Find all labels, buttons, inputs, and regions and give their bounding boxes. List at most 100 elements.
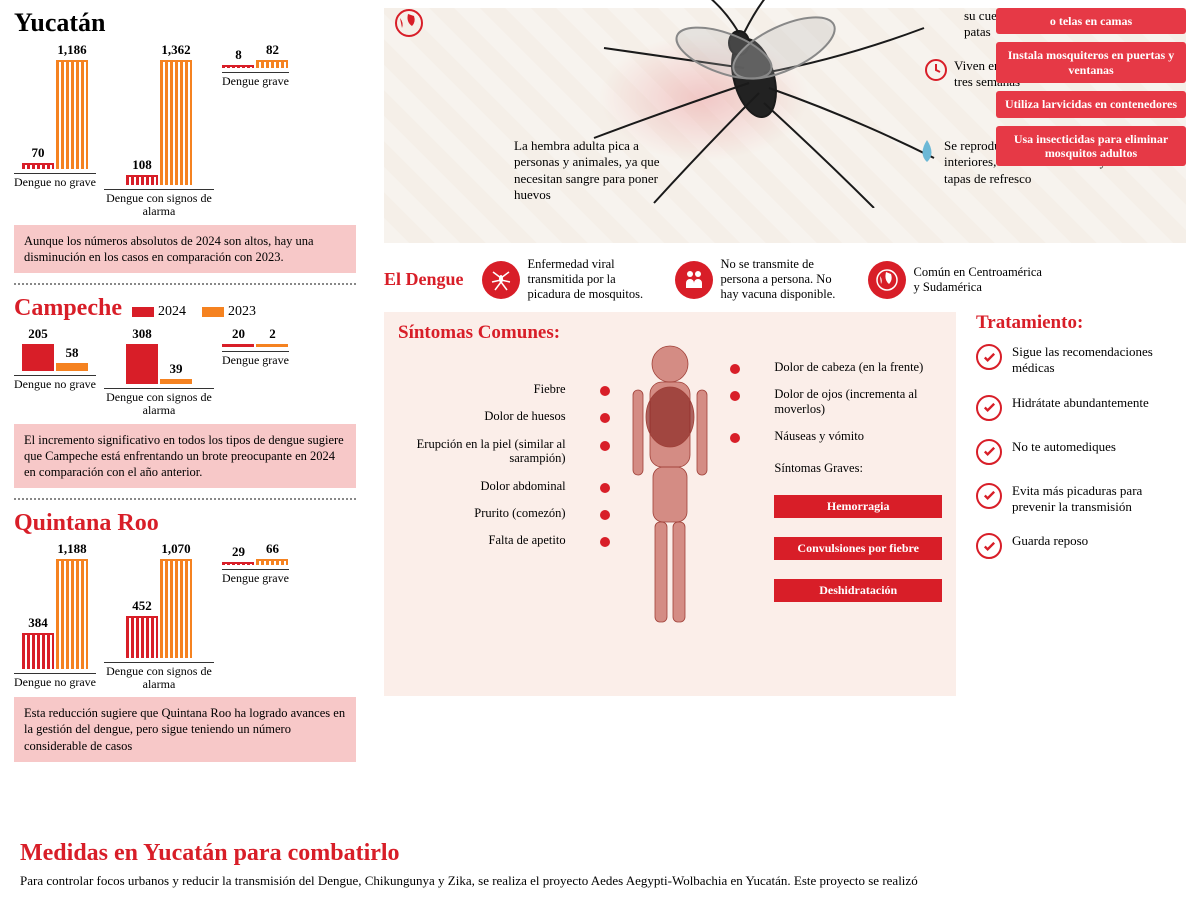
treatment-title: Tratamiento:	[976, 312, 1186, 334]
treatment-panel: Tratamiento: Sigue las recomendaciones m…	[976, 312, 1186, 696]
charts-row: 701,186Dengue no grave1081,362Dengue con…	[14, 42, 356, 219]
strip-text: Enfermedad viral transmitida por la pica…	[528, 257, 657, 302]
bar: 452	[126, 598, 158, 658]
check-icon	[976, 533, 1002, 559]
symptom-item: Dolor abdominal	[398, 479, 566, 493]
mosquito-zone: su cuerpo y en sus patasViven en promedi…	[384, 8, 1186, 243]
bottom-text: Para controlar focos urbanos y reducir l…	[20, 873, 1180, 890]
chart-label: Dengue no grave	[14, 173, 96, 189]
bar-value: 1,362	[161, 42, 190, 58]
note-box: Aunque los números absolutos de 2024 son…	[14, 225, 356, 274]
region-title: Campeche	[14, 295, 122, 322]
region-title: Quintana Roo	[14, 510, 159, 537]
symptom-dot	[730, 391, 740, 401]
bar: 1,188	[56, 541, 88, 668]
chart-label: Dengue con signos de alarma	[104, 662, 214, 691]
legend: 20242023	[132, 304, 256, 320]
dengue-title: El Dengue	[384, 269, 464, 290]
bar-value: 29	[232, 544, 245, 560]
symptom-item: Dolor de huesos	[398, 409, 566, 423]
divider	[14, 498, 356, 500]
bar: 58	[56, 345, 88, 371]
check-icon	[976, 439, 1002, 465]
symptom-dot	[730, 364, 740, 374]
bar: 82	[256, 42, 288, 68]
prevention-list: o telas en camas Instala mosquiteros en p…	[996, 8, 1186, 166]
note-box: Esta reducción sugiere que Quintana Roo …	[14, 697, 356, 762]
symptom-dot	[600, 510, 610, 520]
treatment-text: Evita más picaduras para prevenir la tra…	[1012, 483, 1186, 516]
bar-value: 2	[269, 326, 276, 342]
symptom-item: Dolor de ojos (incrementa al moverlos)	[774, 387, 942, 416]
bar-rect	[22, 344, 54, 371]
bar-rect	[160, 559, 192, 657]
symptoms-title: Síntomas Comunes:	[398, 322, 942, 344]
chart-label: Dengue grave	[222, 72, 289, 88]
bar-rect	[222, 562, 254, 565]
treatment-item: Sigue las recomendaciones médicas	[976, 344, 1186, 377]
chart-group: 8 82 Dengue grave	[222, 42, 289, 219]
bottom-section: Medidas en Yucatán para combatirlo Para …	[0, 830, 1200, 900]
symptoms-right: Dolor de cabeza (en la frente) Dolor de o…	[724, 352, 942, 682]
symptom-dot	[600, 483, 610, 493]
bar: 108	[126, 157, 158, 185]
bar-rect	[22, 633, 54, 668]
bar: 20	[222, 326, 254, 347]
treatment-item: Evita más picaduras para prevenir la tra…	[976, 483, 1186, 516]
left-column: Yucatán701,186Dengue no grave1081,362Den…	[0, 0, 370, 900]
bar-value: 452	[132, 598, 152, 614]
check-icon	[976, 483, 1002, 509]
chart-group: 452 1,070 Dengue con signos de alarma	[104, 541, 214, 691]
symptom-dot	[600, 386, 610, 396]
bar: 1,070	[160, 541, 192, 657]
bar-rect	[126, 344, 158, 384]
bar-rect	[222, 344, 254, 347]
symptom-item: Prurito (comezón)	[398, 506, 566, 520]
graves-title: Síntomas Graves:	[774, 461, 942, 476]
bar-value: 1,186	[57, 42, 86, 58]
symptom-item: Fiebre	[398, 382, 566, 396]
strip-item: Común en Centroamérica y Sudamérica	[868, 257, 1043, 302]
globe-icon	[868, 261, 906, 299]
chart-group: 70 1,186 Dengue no grave	[14, 42, 96, 219]
check-icon	[976, 395, 1002, 421]
prevention-item: Instala mosquiteros en puertas y ventana…	[996, 42, 1186, 83]
bar-rect	[56, 363, 88, 371]
lower-section: Síntomas Comunes: FiebreDolor de hues	[384, 312, 1186, 696]
bar-rect	[256, 559, 288, 565]
symptom-dot	[600, 441, 610, 451]
bar-value: 70	[31, 145, 44, 161]
bar-rect	[256, 60, 288, 68]
chart-label: Dengue no grave	[14, 375, 96, 391]
grave-tag: Deshidratación	[774, 579, 942, 602]
globe-icon	[394, 8, 424, 38]
bar-rect	[160, 379, 192, 384]
bar: 308	[126, 326, 158, 384]
bar-value: 205	[28, 326, 48, 342]
bar-value: 308	[132, 326, 152, 342]
symptom-item: Dolor de cabeza (en la frente)	[774, 360, 942, 374]
charts-row: 20558Dengue no grave30839Dengue con sign…	[14, 326, 356, 417]
bar: 70	[22, 145, 54, 169]
prevention-item: Utiliza larvicidas en contenedores	[996, 91, 1186, 117]
bar-rect	[160, 60, 192, 185]
prevention-item: o telas en camas	[996, 8, 1186, 34]
bar-rect	[126, 616, 158, 658]
bar-value: 82	[266, 42, 279, 58]
symptom-item: Erupción en la piel (similar al sarampió…	[398, 437, 566, 466]
drop-icon	[916, 138, 938, 166]
bar-value: 8	[235, 47, 242, 63]
grave-tag: Hemorragia	[774, 495, 942, 518]
symptom-dot	[730, 433, 740, 443]
strip-item: No se transmite de persona a persona. No…	[675, 257, 850, 302]
charts-row: 384 1,188 Dengue no grave 452 1,070 Dengue co…	[14, 541, 356, 691]
chart-group: 202Dengue grave	[222, 326, 289, 417]
chart-label: Dengue no grave	[14, 673, 96, 689]
bar-value: 1,188	[57, 541, 86, 557]
bar: 8	[222, 47, 254, 68]
symptoms-left: Fiebre Dolor de huesos Erupción en la piel…	[398, 352, 616, 682]
bar-value: 384	[28, 615, 48, 631]
mosquito-icon	[482, 261, 520, 299]
bar: 384	[22, 615, 54, 668]
symptom-item: Falta de apetito	[398, 533, 566, 547]
